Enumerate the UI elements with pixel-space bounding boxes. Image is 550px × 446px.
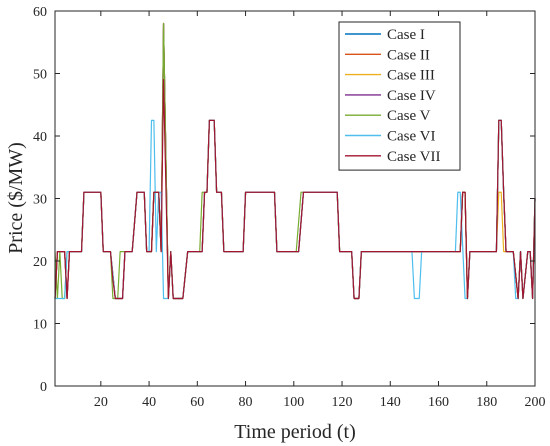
y-tick-label: 30	[33, 193, 47, 208]
legend-label: Case I	[387, 27, 425, 43]
y-axis-title: Price ($/MW)	[5, 142, 27, 254]
x-tick-label: 60	[190, 395, 204, 410]
x-tick-label: 200	[525, 395, 546, 410]
legend: Case I Case II Case III Case IV Case V Case V…	[338, 21, 461, 171]
series-layer	[54, 22, 536, 300]
y-tick-label: 40	[33, 130, 47, 145]
x-tick-label: 20	[94, 395, 108, 410]
x-tick-label: 80	[239, 395, 253, 410]
axes-layer: 20 40 60 80 100 120 140 160 180 200 0 10 20 30 40 50 60	[33, 5, 546, 410]
x-tick-label: 100	[283, 395, 304, 410]
y-tick-label: 20	[33, 255, 47, 270]
x-tick-label: 160	[428, 395, 449, 410]
x-tick-label: 120	[332, 395, 353, 410]
plot-area	[55, 11, 535, 386]
y-tick-label: 50	[33, 68, 47, 83]
x-tick-label: 140	[380, 395, 401, 410]
x-axis-title: Time period (t)	[234, 421, 355, 443]
legend-label: Case V	[387, 108, 431, 124]
x-tick-label: 40	[142, 395, 156, 410]
y-tick-label: 60	[33, 5, 47, 20]
legend-label: Case III	[387, 68, 435, 84]
legend-box	[338, 21, 461, 171]
y-tick-label: 10	[33, 318, 47, 333]
series-line-case-7	[54, 79, 536, 300]
legend-label: Case II	[387, 47, 430, 63]
legend-label: Case VII	[387, 149, 440, 165]
legend-label: Case VI	[387, 129, 435, 145]
legend-label: Case IV	[387, 88, 436, 104]
y-tick-label: 0	[40, 380, 47, 395]
x-tick-label: 180	[476, 395, 497, 410]
